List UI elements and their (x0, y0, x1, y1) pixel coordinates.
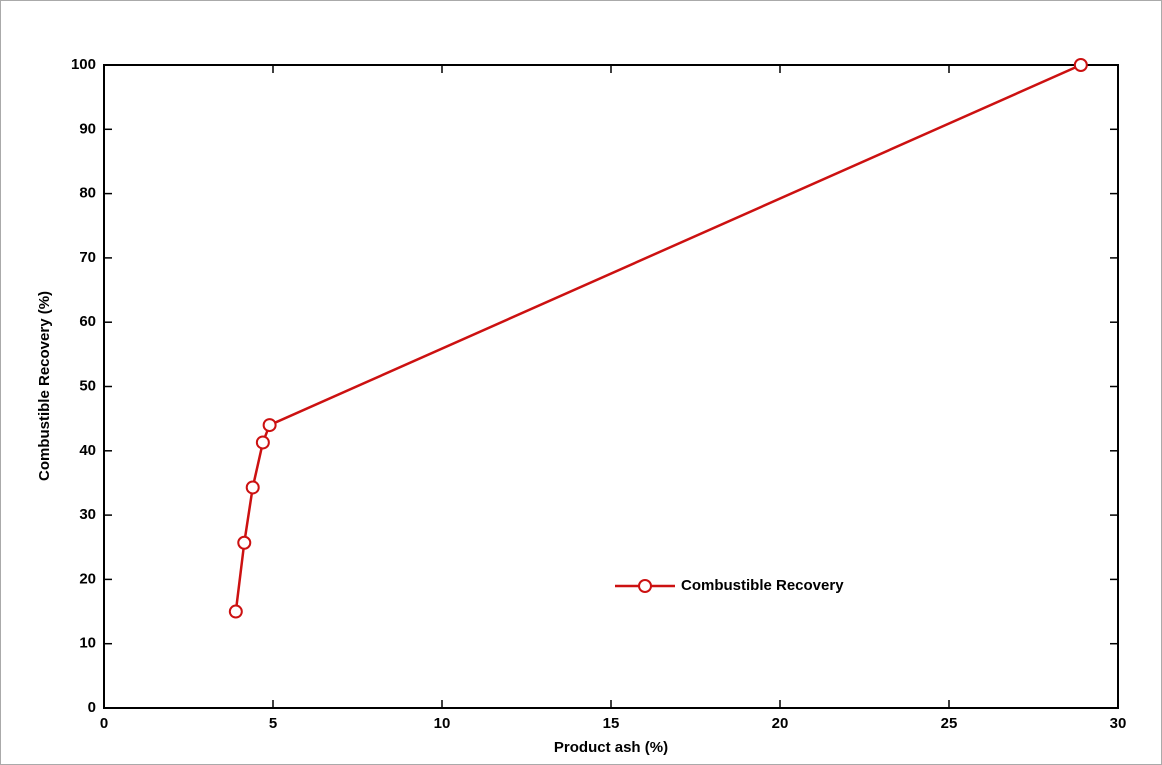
y-tick-label: 0 (88, 699, 96, 716)
marker (255, 435, 270, 450)
y-tick-label: 10 (79, 635, 96, 652)
x-tick-label: 25 (941, 715, 958, 732)
y-tick-label: 90 (79, 120, 96, 137)
x-tick-label: 20 (772, 715, 789, 732)
marker (237, 535, 252, 550)
marker (228, 604, 243, 619)
y-axis-label: Combustible Recovery (%) (36, 291, 53, 481)
legend-marker (638, 579, 652, 593)
legend-label: Combustible Recovery (681, 577, 844, 594)
series-line (234, 63, 1082, 612)
x-tick-label: 0 (100, 715, 108, 732)
marker (245, 480, 260, 495)
x-tick-label: 30 (1110, 715, 1127, 732)
x-tick-label: 5 (269, 715, 277, 732)
x-tick-label: 10 (434, 715, 451, 732)
y-tick-label: 70 (79, 249, 96, 266)
y-tick-label: 80 (79, 185, 96, 202)
x-tick-label: 15 (603, 715, 620, 732)
y-tick-label: 30 (79, 506, 96, 523)
y-tick-label: 60 (79, 313, 96, 330)
y-tick-label: 20 (79, 570, 96, 587)
x-axis-label: Product ash (%) (554, 739, 668, 756)
y-tick-label: 40 (79, 442, 96, 459)
y-tick-label: 100 (71, 56, 96, 73)
y-tick-label: 50 (79, 377, 96, 394)
marker (1073, 58, 1088, 72)
marker (262, 418, 277, 433)
